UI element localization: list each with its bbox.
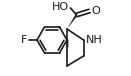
Text: F: F [21, 35, 28, 45]
Text: HO: HO [52, 3, 69, 12]
Text: NH: NH [86, 35, 103, 45]
Polygon shape [67, 14, 77, 29]
Text: O: O [91, 5, 100, 16]
